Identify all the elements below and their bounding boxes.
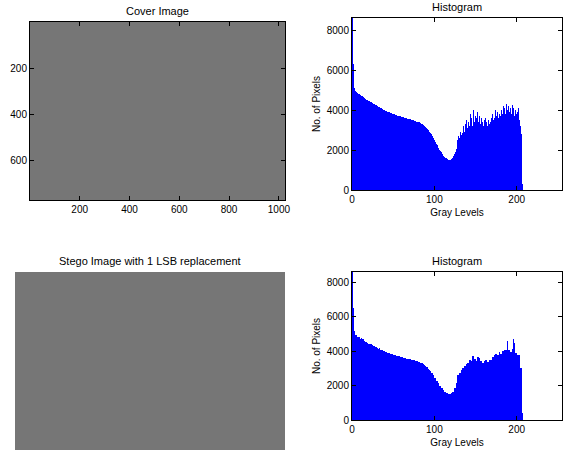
svg-text:Histogram: Histogram bbox=[432, 1, 482, 13]
svg-text:100: 100 bbox=[426, 194, 443, 205]
svg-text:No. of Pixels: No. of Pixels bbox=[311, 76, 322, 132]
svg-text:No. of Pixels: No. of Pixels bbox=[311, 318, 322, 374]
svg-text:200: 200 bbox=[71, 204, 88, 215]
svg-text:0: 0 bbox=[343, 415, 349, 426]
svg-text:600: 600 bbox=[171, 204, 188, 215]
svg-text:200: 200 bbox=[508, 424, 525, 435]
svg-text:Cover Image: Cover Image bbox=[126, 5, 189, 17]
svg-text:6000: 6000 bbox=[327, 311, 350, 322]
svg-text:8000: 8000 bbox=[327, 277, 350, 288]
svg-text:Stego Image with 1 LSB replace: Stego Image with 1 LSB replacement bbox=[59, 255, 241, 267]
svg-text:100: 100 bbox=[426, 424, 443, 435]
svg-text:2000: 2000 bbox=[327, 380, 350, 391]
svg-text:0: 0 bbox=[343, 185, 349, 196]
svg-text:400: 400 bbox=[10, 109, 27, 120]
svg-text:2000: 2000 bbox=[327, 145, 350, 156]
svg-text:Gray Levels: Gray Levels bbox=[430, 207, 483, 218]
svg-text:0: 0 bbox=[349, 424, 355, 435]
svg-text:4000: 4000 bbox=[327, 105, 350, 116]
svg-text:Histogram: Histogram bbox=[432, 255, 482, 267]
svg-text:6000: 6000 bbox=[327, 65, 350, 76]
svg-text:800: 800 bbox=[221, 204, 238, 215]
svg-text:8000: 8000 bbox=[327, 25, 350, 36]
svg-text:600: 600 bbox=[10, 155, 27, 166]
svg-text:0: 0 bbox=[349, 194, 355, 205]
svg-text:Gray Levels: Gray Levels bbox=[430, 437, 483, 448]
svg-text:400: 400 bbox=[121, 204, 138, 215]
svg-text:4000: 4000 bbox=[327, 346, 350, 357]
svg-text:200: 200 bbox=[508, 194, 525, 205]
svg-text:1000: 1000 bbox=[268, 204, 291, 215]
svg-text:200: 200 bbox=[10, 63, 27, 74]
